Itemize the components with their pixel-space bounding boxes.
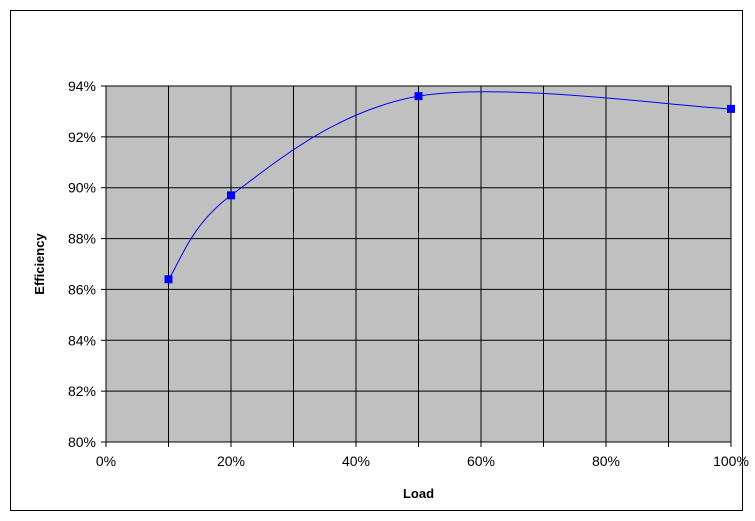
x-tick-label: 100% (713, 453, 749, 469)
x-axis-title: Load (403, 486, 434, 501)
y-tick-label: 82% (68, 383, 96, 399)
x-axis-ticks: 0% 20% 40% 60% 80% 100% (96, 442, 749, 469)
data-point-marker (164, 275, 173, 284)
y-tick-label: 90% (68, 180, 96, 196)
y-tick-label: 94% (68, 78, 96, 94)
y-tick-label: 86% (68, 281, 96, 297)
series-line (168, 91, 732, 280)
y-tick-label: 92% (68, 129, 96, 145)
x-tick-label: 80% (592, 453, 620, 469)
gridlines (101, 85, 732, 447)
x-tick-label: 20% (217, 453, 245, 469)
y-tick-label: 84% (68, 332, 96, 348)
data-point-marker (227, 191, 235, 200)
data-point-marker (727, 104, 735, 113)
series-group (164, 91, 735, 284)
x-tick-label: 40% (342, 453, 370, 469)
x-tick-label: 60% (467, 453, 495, 469)
data-point-marker (414, 92, 423, 101)
x-tick-label: 0% (96, 453, 116, 469)
y-axis-title: Efficiency (32, 233, 47, 295)
y-axis-ticks: 80% 82% 84% 86% 88% 90% 92% 94% (68, 78, 106, 450)
y-tick-label: 88% (68, 231, 96, 247)
y-tick-label: 80% (68, 434, 96, 450)
